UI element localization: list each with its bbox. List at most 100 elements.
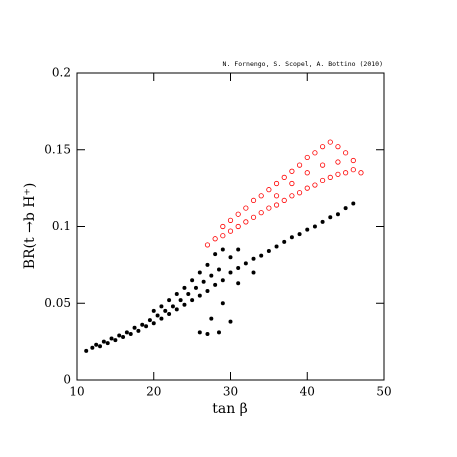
point [236,247,241,252]
y-tick-label: 0.05 [44,296,71,310]
point [319,177,326,184]
point [220,223,226,230]
point [236,281,241,286]
point [220,233,226,239]
point [281,174,287,180]
point [136,328,141,333]
y-axis-label: BR(t →b H⁺) [22,183,38,270]
point [259,253,264,258]
point [273,202,280,208]
point [243,261,248,266]
point [190,278,195,283]
point [216,330,221,335]
x-tick-label: 20 [146,385,161,399]
y-tick-label: 0.2 [52,66,71,80]
point [251,270,256,275]
point [235,223,241,230]
point [358,170,364,176]
point [335,171,341,177]
point [350,167,356,173]
point [297,232,302,237]
point [170,304,175,309]
point [201,279,206,284]
point [343,150,349,156]
point [197,330,202,335]
point [84,348,89,353]
point [228,255,233,260]
point [251,256,256,261]
point [101,339,106,344]
point [204,242,211,248]
point [343,170,349,176]
x-tick-label: 40 [300,385,315,399]
point [227,228,234,234]
point [220,278,225,283]
point [128,331,133,336]
point [327,174,333,180]
point [273,180,280,187]
point [296,190,303,196]
x-tick-label: 30 [223,385,238,399]
point [182,302,187,307]
annotation: N. Fornengo, S. Scopel, A. Bottino (2010… [223,60,383,68]
point [178,298,183,303]
point [335,159,341,165]
point [186,292,191,297]
point [281,197,287,204]
point [205,288,210,293]
point [155,313,160,318]
point [243,219,249,225]
point [90,345,95,350]
point [236,265,241,270]
y-tick-label: 0 [63,373,71,387]
point [335,144,341,150]
point [113,338,118,343]
point [205,331,210,336]
point [319,144,326,150]
point [147,318,152,323]
point [182,285,187,290]
point [243,205,249,211]
point [304,154,310,161]
point [266,187,272,193]
point [163,308,168,313]
point [209,273,214,278]
x-axis-label: tan β [212,401,248,417]
point [167,298,172,303]
point [289,168,295,174]
point [289,235,294,240]
point [197,293,202,298]
point [282,239,287,244]
point [151,321,156,326]
point [319,162,326,168]
point [335,212,340,217]
y-tick-label: 0.1 [52,219,71,233]
point [227,217,234,223]
point [305,227,310,232]
point [124,330,129,335]
point [167,311,172,316]
point [109,336,114,341]
point [350,157,356,164]
point [174,292,179,297]
point [343,206,348,211]
point [320,219,325,224]
y-tick-label: 0.15 [44,142,71,156]
point [274,244,279,249]
point [250,197,257,204]
point [228,270,233,275]
point [304,185,310,191]
point [250,214,257,220]
point [258,210,264,216]
point [289,193,295,199]
point [98,344,103,349]
point [289,180,295,187]
point [159,316,164,321]
point [193,285,198,290]
point [213,252,218,257]
point [212,236,218,242]
point [190,298,195,303]
point [117,333,122,338]
point [216,267,221,272]
